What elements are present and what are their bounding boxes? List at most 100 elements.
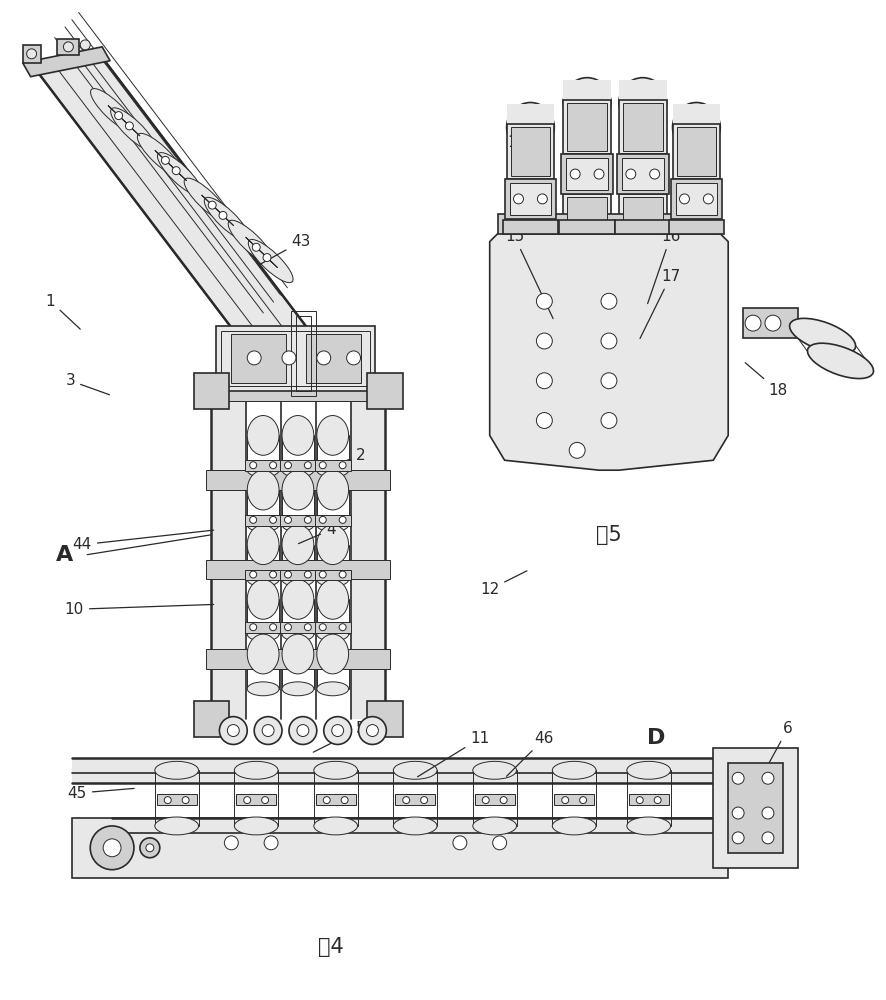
Circle shape [208, 201, 216, 209]
Bar [193, 701, 229, 737]
Ellipse shape [619, 78, 666, 127]
Text: 1: 1 [46, 294, 81, 329]
Ellipse shape [229, 220, 273, 263]
Circle shape [263, 254, 271, 262]
Bar [672, 219, 720, 232]
Ellipse shape [626, 817, 671, 835]
Circle shape [732, 807, 744, 819]
Text: 16: 16 [648, 229, 680, 304]
Circle shape [244, 797, 251, 804]
Text: 17: 17 [640, 269, 680, 339]
Circle shape [482, 797, 489, 804]
Ellipse shape [282, 463, 314, 477]
Circle shape [579, 797, 587, 804]
Bar [507, 104, 555, 127]
Circle shape [220, 717, 247, 744]
Circle shape [319, 516, 326, 523]
Circle shape [732, 832, 744, 844]
Circle shape [601, 413, 617, 428]
Circle shape [224, 836, 238, 850]
Text: 15: 15 [505, 229, 553, 319]
Circle shape [339, 571, 346, 578]
Circle shape [164, 797, 171, 804]
Circle shape [305, 624, 311, 631]
Bar [677, 127, 716, 176]
Circle shape [403, 797, 409, 804]
Circle shape [762, 772, 773, 784]
Circle shape [317, 351, 330, 365]
Bar [510, 127, 550, 176]
Circle shape [284, 462, 291, 469]
Polygon shape [23, 47, 110, 77]
Circle shape [247, 351, 261, 365]
Polygon shape [245, 237, 277, 268]
Ellipse shape [393, 817, 437, 835]
Ellipse shape [317, 470, 348, 510]
Circle shape [140, 838, 159, 858]
Bar [222, 331, 370, 386]
Circle shape [305, 462, 311, 469]
Circle shape [161, 156, 169, 164]
Ellipse shape [111, 108, 155, 151]
Ellipse shape [672, 103, 720, 152]
Circle shape [126, 122, 134, 130]
Circle shape [319, 462, 326, 469]
Circle shape [284, 571, 291, 578]
Circle shape [219, 211, 227, 219]
Polygon shape [351, 391, 385, 719]
Circle shape [250, 624, 257, 631]
Bar [672, 124, 720, 179]
Ellipse shape [282, 518, 314, 532]
Circle shape [536, 293, 552, 309]
Text: 46: 46 [507, 731, 554, 776]
Bar [315, 794, 355, 805]
Circle shape [323, 797, 330, 804]
Bar [395, 794, 435, 805]
Circle shape [601, 293, 617, 309]
Circle shape [571, 169, 580, 179]
Circle shape [536, 373, 552, 389]
Circle shape [359, 717, 386, 744]
Polygon shape [155, 150, 187, 181]
Ellipse shape [317, 579, 348, 619]
Ellipse shape [247, 463, 279, 477]
Text: 43: 43 [259, 234, 311, 265]
Ellipse shape [317, 525, 348, 565]
Circle shape [284, 516, 291, 523]
Text: 12: 12 [480, 571, 527, 597]
Ellipse shape [317, 573, 348, 586]
Text: A: A [56, 545, 73, 565]
Bar [567, 103, 607, 151]
Ellipse shape [247, 682, 279, 696]
Bar [669, 220, 724, 234]
Bar [672, 104, 720, 127]
Bar [368, 373, 403, 409]
Bar [315, 515, 351, 526]
Ellipse shape [393, 761, 437, 779]
Text: 图4: 图4 [318, 937, 344, 957]
Circle shape [536, 333, 552, 349]
Bar [245, 515, 281, 526]
Text: 45: 45 [67, 786, 134, 801]
Circle shape [453, 836, 467, 850]
Circle shape [341, 797, 348, 804]
Ellipse shape [473, 761, 517, 779]
Bar [315, 570, 351, 580]
Bar [619, 80, 666, 103]
Circle shape [282, 351, 296, 365]
Circle shape [601, 333, 617, 349]
Circle shape [514, 194, 524, 204]
Bar [561, 154, 613, 194]
Ellipse shape [247, 627, 279, 641]
Ellipse shape [282, 682, 314, 696]
Bar [206, 470, 391, 490]
Text: 图5: 图5 [596, 525, 622, 545]
Circle shape [103, 839, 121, 857]
Bar [237, 794, 276, 805]
Text: 5: 5 [314, 721, 365, 752]
Bar [507, 124, 555, 179]
Bar [566, 158, 608, 190]
Circle shape [269, 516, 276, 523]
Bar [315, 460, 351, 471]
Ellipse shape [317, 634, 348, 674]
